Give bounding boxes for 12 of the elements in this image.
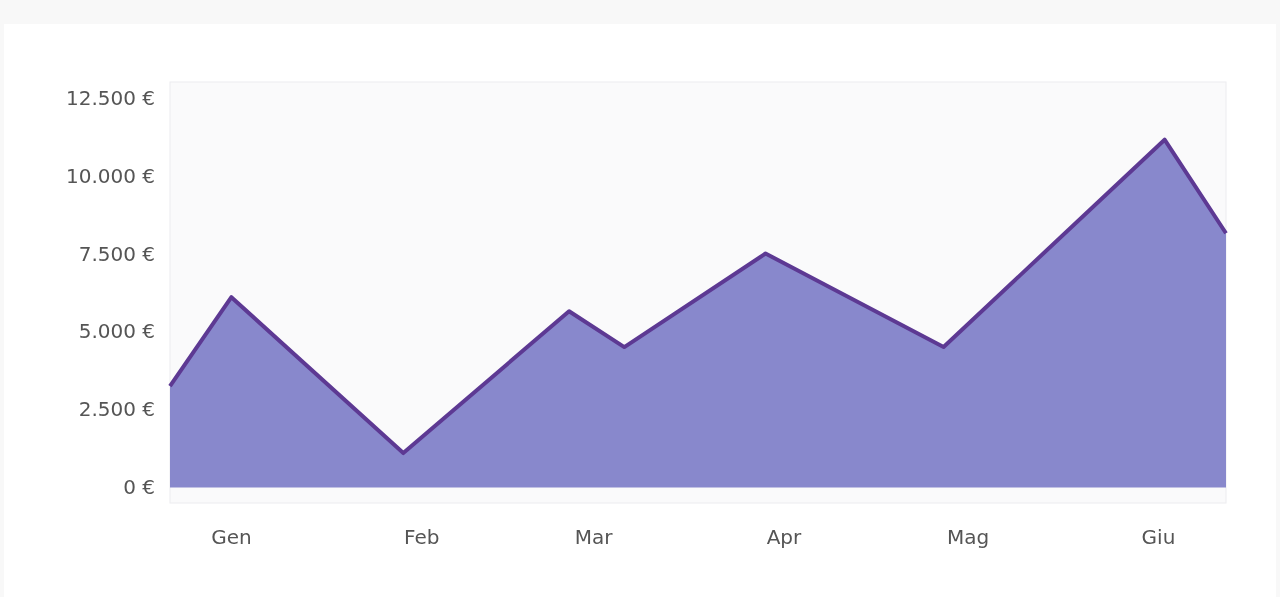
x-tick-label: Giu <box>1141 525 1176 549</box>
x-tick-label: Mar <box>574 525 614 549</box>
y-tick-label: 2.500 € <box>78 397 155 422</box>
y-tick-label: 0 € <box>123 475 155 500</box>
x-tick-label: Feb <box>404 525 440 549</box>
y-tick-label: 10.000 € <box>65 163 155 188</box>
y-tick-label: 7.500 € <box>78 241 155 266</box>
y-tick-label: 12.500 € <box>65 85 155 110</box>
x-tick-label: Mag <box>947 525 990 549</box>
y-tick-label: 5.000 € <box>78 319 155 344</box>
x-tick-label: Apr <box>766 525 803 549</box>
x-tick-label: Gen <box>211 525 252 549</box>
